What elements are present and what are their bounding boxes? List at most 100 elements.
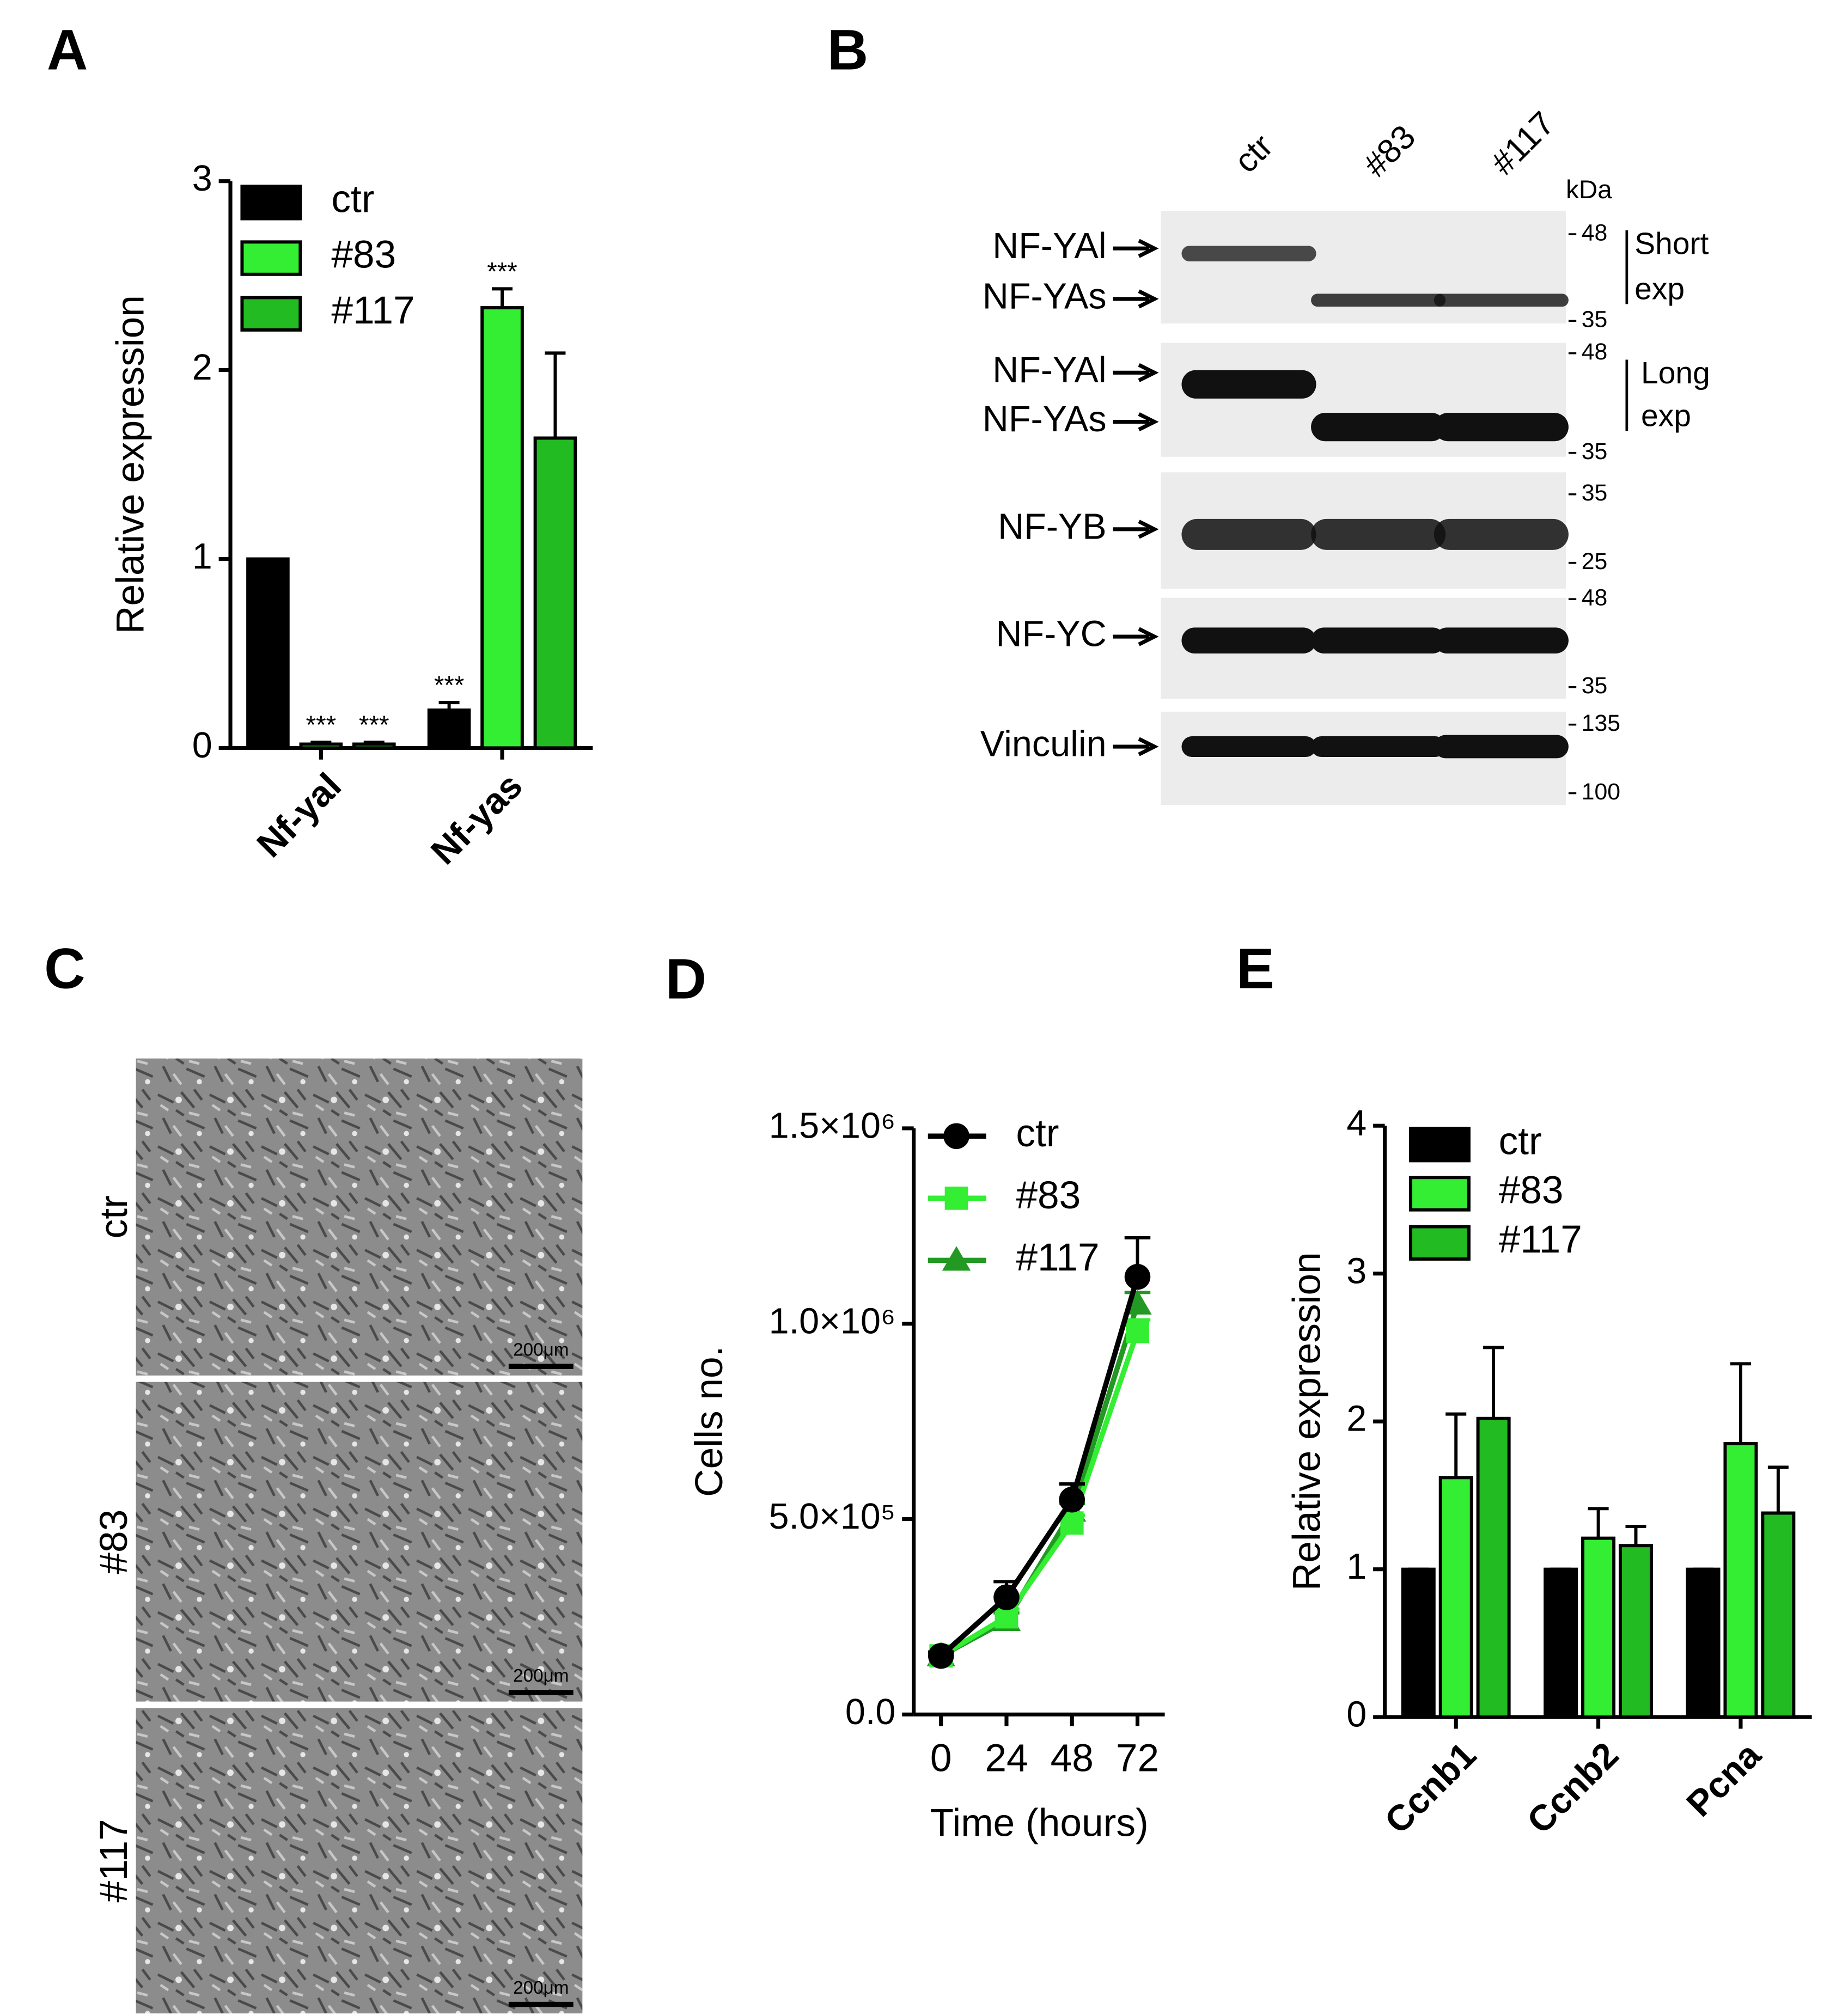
arrow [1113,520,1159,539]
y-tick-label: 2 [1346,1399,1367,1439]
protein-label: NF-YAs [983,276,1107,316]
bar [1619,1544,1653,1719]
bar [1544,1567,1578,1719]
legend-label: #83 [331,233,396,277]
legend-label: #117 [1016,1236,1099,1279]
protein-label: NF-YAl [992,350,1106,390]
legend-swatch [1409,1127,1471,1163]
band [1433,412,1569,442]
legend-label: #83 [1499,1169,1564,1212]
bar [1581,1536,1616,1719]
protein-label: NF-YC [996,614,1106,655]
scale-bar-label: 200μm [513,1340,569,1360]
marker [928,1642,954,1669]
legend-marker [942,1246,971,1271]
y-tick-label: 2 [192,347,212,388]
legend-swatch [240,296,302,332]
band [1181,246,1316,261]
mw-marker: 100 [1582,779,1620,805]
y-tick-label: 3 [192,158,212,199]
error-bar [1625,1524,1646,1546]
x-tick-label: 24 [985,1737,1028,1780]
protein-label: NF-YAs [983,399,1107,439]
band [1433,627,1569,653]
panel-label: B [827,18,869,82]
bar [533,436,577,750]
x-tick-label: 0 [930,1737,952,1780]
legend-swatch [240,240,302,276]
mw-marker: 25 [1582,548,1608,575]
y-axis-title: Cells no. [687,1346,731,1497]
line [940,1330,1140,1658]
mw-marker: 35 [1582,307,1608,333]
error-bar [1588,1507,1609,1538]
legend-label: #117 [331,289,414,332]
significance: *** [359,711,389,740]
lane-label: #83 [1357,118,1423,185]
band [1311,412,1446,442]
x-tick-label: 72 [1116,1737,1159,1780]
panel-label: C [44,937,86,1000]
error-bar [1483,1346,1504,1419]
row-label: #117 [92,1819,136,1902]
error-bar [545,351,566,438]
legend-label: ctr [1499,1119,1542,1163]
error-bar [1445,1412,1467,1478]
band [1181,370,1316,399]
y-tick-label: 4 [1346,1103,1367,1144]
legend-marker [943,1123,969,1149]
x-tick-label: Ccnb2 [1520,1735,1626,1842]
legend-swatch [240,185,302,221]
panel-label: A [47,18,88,82]
bar [1761,1511,1796,1719]
y-axis-title: Relative expression [109,295,152,634]
y-tick-label: 1.0×10⁶ [769,1301,896,1341]
exposure-note: Long [1641,356,1710,390]
exposure-note: exp [1634,272,1685,307]
band [1311,627,1446,653]
protein-label: Vinculin [980,724,1107,765]
significance: *** [306,711,336,740]
y-axis-title: Relative expression [1285,1252,1329,1591]
line [939,1276,1140,1658]
bar [352,742,396,750]
significance: *** [434,671,464,700]
legend-label: #117 [1499,1218,1582,1261]
band [1181,518,1316,550]
mw-marker: 35 [1582,480,1608,506]
micrograph [136,1708,583,2014]
bar [1723,1441,1758,1719]
legend-label: ctr [331,178,374,221]
legend-swatch [1409,1176,1471,1212]
y-tick-label: 0.0 [845,1692,895,1732]
y-tick-label: 5.0×10⁵ [768,1496,895,1537]
error-bar [1730,1362,1751,1444]
x-tick-label: Nf-yal [249,766,349,865]
y-tick-label: 0 [1346,1695,1367,1735]
band [1181,736,1316,757]
bar [1686,1567,1721,1719]
band [1433,294,1569,307]
band [1433,735,1569,759]
mw-marker: 48 [1582,339,1608,365]
x-tick-label: Nf-yas [423,766,530,872]
scale-bar-label: 200μm [513,1978,569,1998]
x-tick-label: Pcna [1679,1734,1769,1824]
mw-marker: 35 [1582,673,1608,699]
legend-label: ctr [1016,1111,1059,1155]
bar [1401,1567,1436,1719]
band [1433,518,1569,550]
significance: *** [487,257,517,286]
mw-marker: 48 [1582,584,1608,610]
band [1311,518,1446,550]
y-tick-label: 1 [192,536,212,577]
arrow [1113,737,1159,756]
scale-bar-label: 200μm [513,1666,569,1686]
arrow [1113,627,1159,646]
arrow [1113,239,1159,258]
x-tick-label: 48 [1051,1737,1094,1780]
bar [480,306,524,750]
x-tick-label: Ccnb1 [1377,1735,1484,1842]
marker [993,1584,1020,1610]
